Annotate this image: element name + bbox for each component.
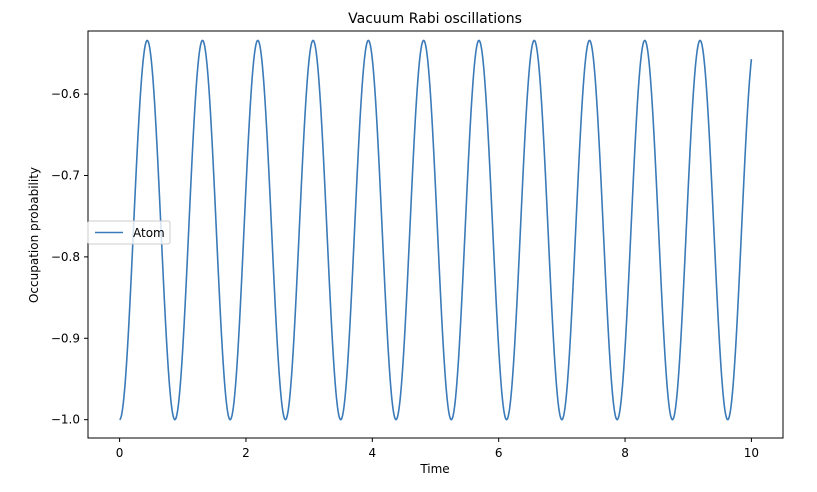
x-tick-label: 10 [744,446,759,460]
y-tick-label: −1.0 [51,413,80,427]
y-tick-label: −0.8 [51,250,80,264]
x-tick-label: 2 [242,446,250,460]
x-axis-label: Time [419,462,449,476]
legend-box [87,220,171,245]
chart-title: Vacuum Rabi oscillations [348,11,522,27]
series-line-atom [119,39,753,421]
y-tick-label: −0.6 [51,87,80,101]
plot-area: 0 2 4 6 8 10 −1.0 −0.9 −0.8 −0.7 −0.6 [51,30,784,460]
legend-label-atom: Atom [133,226,165,240]
x-tick-label: 0 [116,446,124,460]
y-tick-label: −0.7 [51,168,80,182]
legend: Atom [87,220,171,245]
y-axis-label: Occupation probability [27,167,41,303]
x-tick-label: 6 [495,446,503,460]
y-tick-label: −0.9 [51,331,80,345]
x-tick-label: 4 [368,446,376,460]
x-tick-label: 8 [621,446,629,460]
